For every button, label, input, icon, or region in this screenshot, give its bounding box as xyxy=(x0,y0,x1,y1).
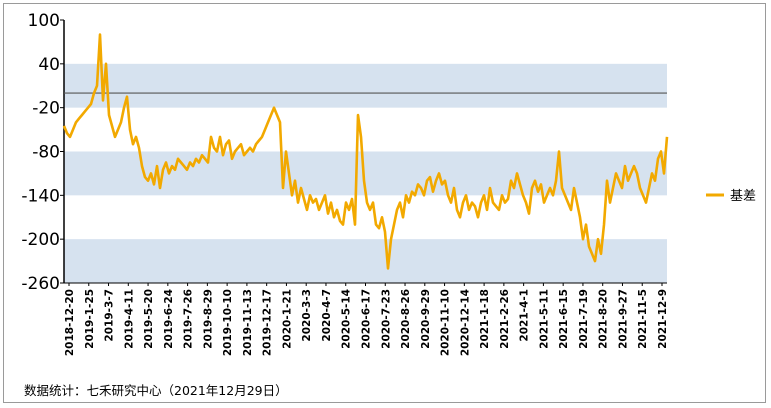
shaded-band-0 xyxy=(64,63,667,108)
series-line-0 xyxy=(62,33,669,270)
line-chart: 100 40 -20 -80 -140 -200 -260 2018-12-20 2019-1-… xyxy=(21,11,756,356)
x-tick-label-26: 2021-7-19 xyxy=(578,289,590,349)
x-tick-label-3: 2019-4-11 xyxy=(123,289,135,349)
x-tick-label-18: 2020-9-29 xyxy=(420,289,432,349)
x-tick-label-19: 2020-11-10 xyxy=(440,289,452,356)
legend-label: 基差 xyxy=(730,189,756,204)
x-tick-label-29: 2021-11-5 xyxy=(637,289,649,349)
x-tick-label-21: 2021-1-18 xyxy=(479,289,491,349)
y-tick-label-4: -140 xyxy=(21,186,60,206)
x-tick-label-12: 2020-3-3 xyxy=(301,289,313,342)
y-tick-label-5: -200 xyxy=(21,230,60,250)
y-tick-label-1: 40 xyxy=(38,55,60,75)
x-tick-label-4: 2019-5-20 xyxy=(143,289,155,349)
x-tick-label-30: 2021-12-9 xyxy=(657,289,669,349)
x-tick-label-23: 2021-4-1 xyxy=(519,289,531,342)
x-tick-label-0: 2018-12-20 xyxy=(64,289,76,356)
x-tick-label-11: 2020-1-21 xyxy=(281,289,293,349)
x-tick-label-1: 2019-1-25 xyxy=(84,289,96,349)
y-tick-label-2: -20 xyxy=(32,99,60,119)
x-tick-label-7: 2019-8-29 xyxy=(202,289,214,349)
x-tick-label-17: 2020-8-26 xyxy=(400,289,412,349)
y-tick-label-6: -260 xyxy=(21,274,60,294)
x-tick-label-9: 2019-11-13 xyxy=(242,289,254,356)
x-tick-label-20: 2020-12-14 xyxy=(459,289,471,356)
source-note: 数据统计：七禾研究中心（2021年12月29日） xyxy=(24,383,288,398)
x-tick-label-10: 2019-12-17 xyxy=(262,289,274,356)
y-tick-label-0: 100 xyxy=(28,11,60,31)
x-tick-label-22: 2021-2-26 xyxy=(499,289,511,349)
x-tick-label-8: 2019-10-10 xyxy=(222,289,234,356)
y-tick-label-3: -80 xyxy=(32,143,60,163)
x-tick-label-27: 2021-8-20 xyxy=(598,289,610,349)
chart-frame: 100 40 -20 -80 -140 -200 -260 2018-12-20 2019-1-… xyxy=(3,3,766,403)
x-tick-label-14: 2020-5-14 xyxy=(341,289,353,349)
x-tick-label-2: 2019-3-7 xyxy=(104,289,116,342)
x-tick-label-6: 2019-7-26 xyxy=(183,289,195,349)
x-tick-label-5: 2019-6-24 xyxy=(163,289,175,349)
x-tick-label-25: 2021-6-15 xyxy=(558,289,570,349)
x-tick-label-24: 2021-5-11 xyxy=(538,289,550,349)
x-tick-label-13: 2020-4-7 xyxy=(321,289,333,342)
x-tick-label-28: 2021-9-27 xyxy=(617,289,629,349)
shaded-band-2 xyxy=(64,239,667,283)
x-tick-label-15: 2020-6-17 xyxy=(361,289,373,349)
x-tick-label-16: 2020-7-23 xyxy=(380,289,392,349)
